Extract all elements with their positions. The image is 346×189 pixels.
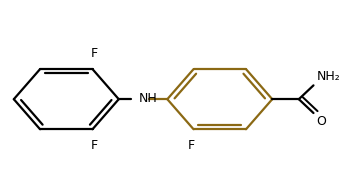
Text: NH: NH: [139, 91, 158, 105]
Text: F: F: [91, 139, 98, 152]
Text: F: F: [91, 47, 98, 60]
Text: O: O: [316, 115, 326, 128]
Text: F: F: [188, 139, 195, 152]
Text: NH₂: NH₂: [316, 70, 340, 84]
